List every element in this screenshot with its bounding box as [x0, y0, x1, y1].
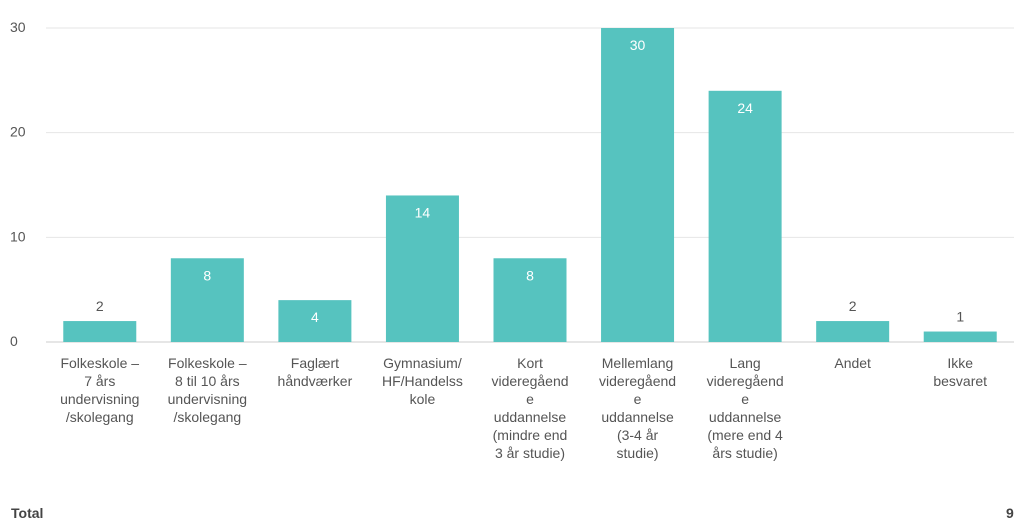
- bar-chart: 0 10 20 30 2 Folkeskole – 7 års undervisning/sk…: [10, 19, 1014, 461]
- category-label-line: /skolegang: [66, 409, 134, 425]
- bar: [170, 258, 244, 342]
- category-label-line: e: [634, 391, 642, 407]
- category-label-line: videregåend: [599, 373, 676, 389]
- category-label-line: undervisning: [60, 391, 139, 407]
- category-label: Faglært håndværker: [278, 355, 353, 389]
- category-label-line: Folkeskole –: [168, 355, 247, 371]
- data-label: 8: [203, 267, 211, 283]
- category-label: Kort videregåend e uddannelse (mindre end 3 å…: [491, 355, 568, 461]
- category-label-line: 8 til 10 års: [175, 373, 240, 389]
- category-label: Mellemlang videregåend e uddannelse (3-4 år s…: [599, 355, 676, 461]
- category-label: Andet: [834, 355, 871, 371]
- category-label-line: (mere end 4: [707, 427, 783, 443]
- data-label: 2: [849, 298, 857, 314]
- data-label: 4: [311, 309, 319, 325]
- category-label-line: 3 år studie): [495, 445, 565, 461]
- bar: [708, 90, 782, 342]
- total-label: Total: [11, 505, 44, 521]
- category-label-line: Folkeskole –: [60, 355, 139, 371]
- category-label: Gymnasium/HF/Handelss kole: [382, 355, 463, 407]
- bar: [493, 258, 567, 342]
- category-label-line: studie): [617, 445, 659, 461]
- bar: [278, 300, 352, 342]
- y-tick-label: 0: [10, 333, 18, 349]
- category-label-line: uddannelse: [709, 409, 782, 425]
- category-label-line: e: [741, 391, 749, 407]
- category-label-line: Gymnasium/: [383, 355, 462, 371]
- bar: [923, 331, 997, 342]
- category-label: Folkeskole – 8 til 10 års undervisning/sko…: [168, 355, 247, 425]
- total-row: Total 9: [0, 503, 1014, 521]
- data-label: 30: [630, 37, 646, 53]
- category-label-line: Faglært: [291, 355, 339, 371]
- category-label-line: Kort: [517, 355, 543, 371]
- category-label-line: uddannelse: [601, 409, 674, 425]
- category-label-line: års studie): [712, 445, 777, 461]
- bar: [601, 28, 675, 342]
- category-label-line: håndværker: [278, 373, 353, 389]
- data-label: 14: [415, 204, 431, 220]
- bar: [385, 195, 459, 342]
- category-label-line: e: [526, 391, 534, 407]
- category-label-line: 7 års: [84, 373, 115, 389]
- category-label: Lang videregåend e uddannelse (mere end 4 års…: [707, 355, 784, 461]
- data-label: 24: [737, 100, 753, 116]
- y-tick-label: 20: [10, 124, 26, 140]
- category-label-line: videregåend: [491, 373, 568, 389]
- category-label-line: (3-4 år: [617, 427, 659, 443]
- bar: [816, 321, 890, 342]
- category-label: Ikke besvaret: [933, 355, 987, 389]
- data-label: 1: [956, 309, 964, 325]
- category-label-line: (mindre end: [493, 427, 568, 443]
- category-label-line: HF/Handelss: [382, 373, 463, 389]
- category-label-line: videregåend: [707, 373, 784, 389]
- category-label-line: Mellemlang: [602, 355, 674, 371]
- category-label-line: Andet: [834, 355, 871, 371]
- total-value: 9: [1006, 505, 1014, 521]
- y-tick-label: 30: [10, 19, 26, 35]
- bar: [63, 321, 137, 342]
- category-label-line: undervisning: [168, 391, 247, 407]
- category-label-line: kole: [410, 391, 436, 407]
- category-label: Folkeskole – 7 års undervisning/skolegang: [60, 355, 139, 425]
- data-label: 2: [96, 298, 104, 314]
- category-label-line: /skolegang: [173, 409, 241, 425]
- category-label-line: Ikke: [947, 355, 973, 371]
- category-label-line: Lang: [730, 355, 761, 371]
- data-label: 8: [526, 267, 534, 283]
- category-label-line: besvaret: [933, 373, 987, 389]
- category-label-line: uddannelse: [494, 409, 567, 425]
- y-tick-label: 10: [10, 228, 26, 244]
